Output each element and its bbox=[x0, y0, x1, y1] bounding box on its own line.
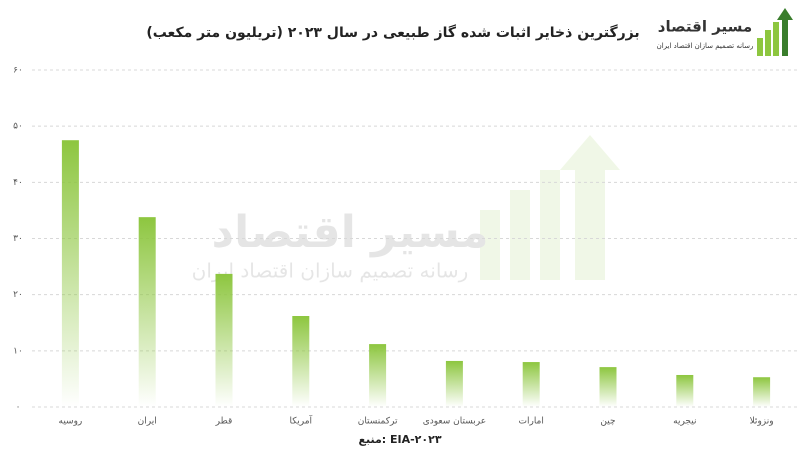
y-tick-label: ۰ bbox=[16, 403, 21, 413]
bar bbox=[292, 316, 310, 407]
y-tick-label: ۱۰ bbox=[13, 346, 23, 356]
source: منبع: EIA-۲۰۲۳ bbox=[358, 433, 441, 446]
x-tick-label: نیجریه bbox=[673, 417, 696, 427]
bar bbox=[522, 362, 540, 407]
bar bbox=[676, 374, 694, 407]
x-tick-label: امارات bbox=[519, 417, 544, 427]
bar bbox=[369, 344, 387, 407]
y-tick-label: ۳۰ bbox=[13, 234, 23, 244]
bar bbox=[215, 273, 233, 407]
y-tick-label: ۲۰ bbox=[13, 290, 23, 300]
x-tick-label: روسیه bbox=[59, 417, 83, 427]
x-tick-label: ایران bbox=[138, 417, 157, 427]
logo: مسیر اقتصاد رسانه تصمیم سازان اقتصاد ایر… bbox=[657, 8, 793, 56]
bar bbox=[61, 140, 79, 408]
x-tick-label: قطر bbox=[215, 417, 233, 427]
bar bbox=[445, 360, 463, 407]
chart-title: بزرگترین ذخایر اثبات شده گاز طبیعی در سا… bbox=[146, 24, 639, 41]
logo-name: مسیر اقتصاد bbox=[658, 18, 752, 36]
x-tick-label: عربستان سعودی bbox=[423, 417, 486, 427]
watermark-name: مسیر اقتصاد bbox=[212, 207, 489, 258]
bar bbox=[599, 367, 617, 407]
x-tick-label: ونزوئلا bbox=[750, 417, 774, 427]
x-tick-label: چین bbox=[600, 417, 615, 427]
watermark: مسیر اقتصاد رسانه تصمیم سازان اقتصاد ایر… bbox=[192, 135, 620, 283]
x-tick-label: ترکمنستان bbox=[358, 417, 398, 427]
x-tick-label: آمریکا bbox=[290, 415, 313, 427]
y-tick-label: ۴۰ bbox=[13, 178, 23, 188]
bar bbox=[753, 377, 771, 407]
watermark-tagline: رسانه تصمیم سازان اقتصاد ایران bbox=[192, 259, 469, 283]
bar bbox=[138, 217, 156, 407]
y-tick-label: ۵۰ bbox=[13, 122, 23, 132]
logo-tagline: رسانه تصمیم سازان اقتصاد ایران bbox=[657, 42, 754, 50]
y-tick-label: ۶۰ bbox=[13, 66, 23, 76]
